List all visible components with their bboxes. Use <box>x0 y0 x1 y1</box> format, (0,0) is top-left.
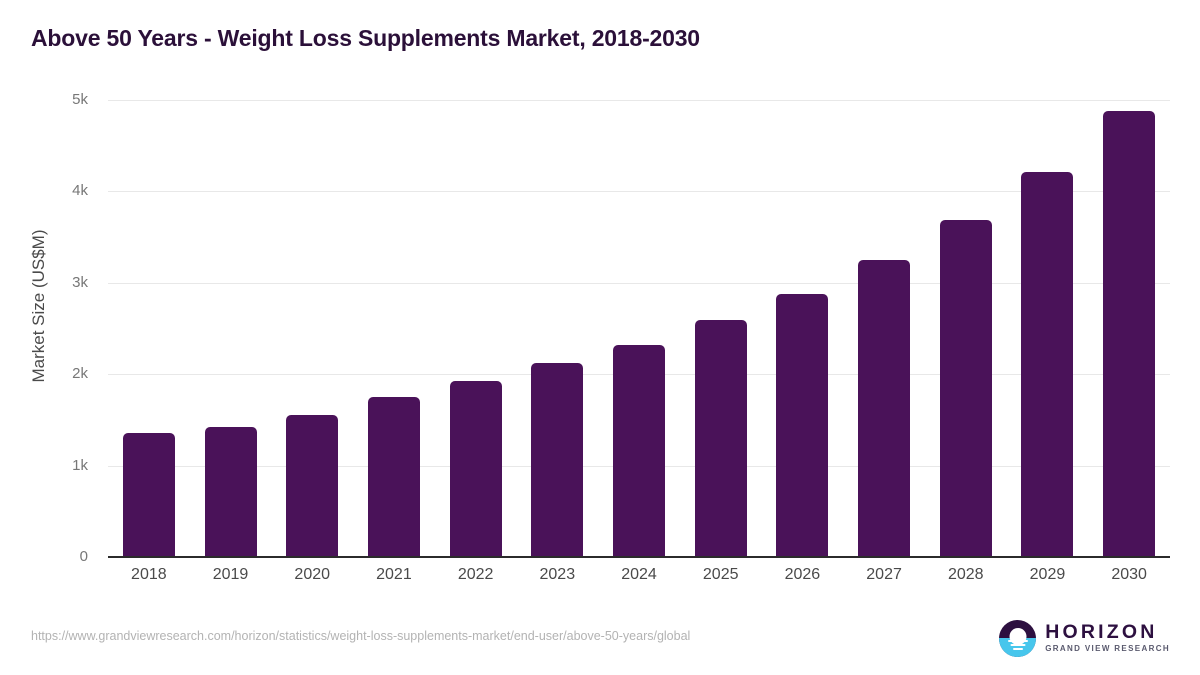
gridline <box>108 191 1170 193</box>
x-tick-label: 2026 <box>784 566 821 583</box>
bar[interactable] <box>1103 110 1156 557</box>
y-tick-label: 1k <box>72 456 88 474</box>
logo-tagline: GRAND VIEW RESEARCH <box>1045 643 1170 653</box>
plot-area <box>108 100 1170 557</box>
x-tick-label: 2023 <box>539 566 576 583</box>
bar[interactable] <box>613 344 665 557</box>
x-tick-label: 2030 <box>1111 566 1147 583</box>
bar[interactable] <box>776 293 829 557</box>
logo-text: HORIZON GRAND VIEW RESEARCH <box>1045 622 1170 653</box>
y-axis-title: Market Size (US$M) <box>29 229 48 383</box>
bar[interactable] <box>122 433 175 557</box>
x-tick-label: 2021 <box>376 566 412 583</box>
x-tick-label: 2024 <box>621 566 657 583</box>
bar[interactable] <box>286 415 339 557</box>
x-tick-label: 2027 <box>866 566 902 583</box>
horizon-sun-icon <box>999 619 1037 657</box>
bar[interactable] <box>858 259 911 557</box>
bar[interactable] <box>531 363 584 557</box>
x-tick-label: 2028 <box>947 566 984 583</box>
gridline <box>108 282 1170 284</box>
page-title: Above 50 Years - Weight Loss Supplements… <box>31 25 700 51</box>
y-tick-label: 2k <box>72 365 88 383</box>
bar[interactable] <box>367 396 420 557</box>
x-tick-label: 2020 <box>294 566 331 583</box>
bar[interactable] <box>939 219 992 557</box>
bar[interactable] <box>1021 171 1074 557</box>
source-url[interactable]: https://www.grandviewresearch.com/horizo… <box>31 629 691 643</box>
logo-wordmark: HORIZON <box>1045 621 1158 644</box>
x-tick-label: 2025 <box>702 566 739 583</box>
x-tick-label: 2029 <box>1029 566 1066 583</box>
logo-ray-2 <box>1010 643 1026 646</box>
bar[interactable] <box>694 320 747 557</box>
y-tick-label: 3k <box>72 273 88 291</box>
logo-water-half <box>999 638 1037 657</box>
logo-ray-1 <box>1007 639 1028 642</box>
gridline <box>108 100 1170 101</box>
x-tick-label: 2019 <box>212 566 249 583</box>
bar[interactable] <box>449 380 502 557</box>
bar[interactable] <box>204 427 257 557</box>
logo-sun-dome <box>1009 627 1027 645</box>
logo-ray-3 <box>1012 647 1023 650</box>
y-tick-label: 0 <box>79 548 88 565</box>
x-tick-label: 2018 <box>131 566 167 583</box>
y-tick-label: 5k <box>72 91 88 108</box>
horizon-logo: HORIZON GRAND VIEW RESEARCH <box>999 619 1170 657</box>
x-tick-label: 2022 <box>457 566 494 583</box>
y-tick-label: 4k <box>72 182 88 200</box>
x-axis-line <box>108 556 1170 558</box>
